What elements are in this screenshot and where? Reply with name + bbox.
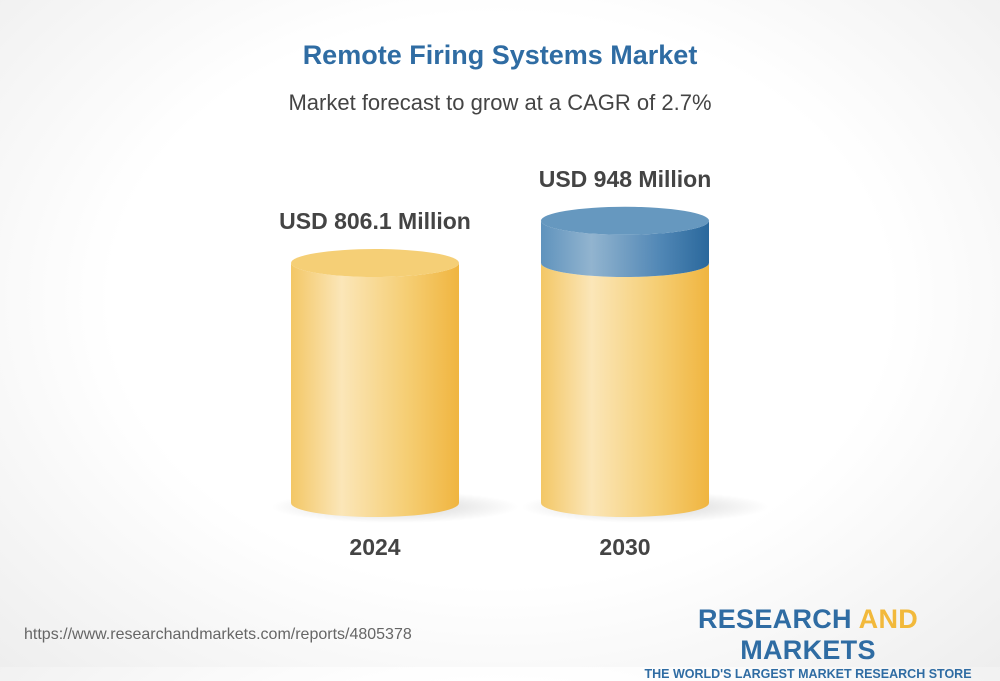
bar-base-2030 (541, 263, 709, 517)
bar-base-2024 (291, 263, 459, 517)
bar-growth-2030 (541, 220, 709, 277)
data-label: USD 806.1 Million (279, 208, 471, 234)
research-and-markets-logo: RESEARCH AND MARKETS THE WORLD'S LARGEST… (644, 604, 972, 681)
bar-top-2024 (291, 249, 459, 277)
source-url[interactable]: https://www.researchandmarkets.com/repor… (24, 626, 412, 643)
data-label: USD 948 Million (539, 166, 712, 192)
chart-subtitle: Market forecast to grow at a CAGR of 2.7… (288, 90, 712, 115)
category-label: 2024 (349, 534, 400, 560)
cylinder-chart: USD 806.1 Million 2024 USD 948 Million 2030 (271, 166, 769, 560)
category-label: 2030 (599, 534, 650, 560)
bar-top-2030 (541, 206, 709, 235)
chart-title: Remote Firing Systems Market (302, 40, 698, 70)
